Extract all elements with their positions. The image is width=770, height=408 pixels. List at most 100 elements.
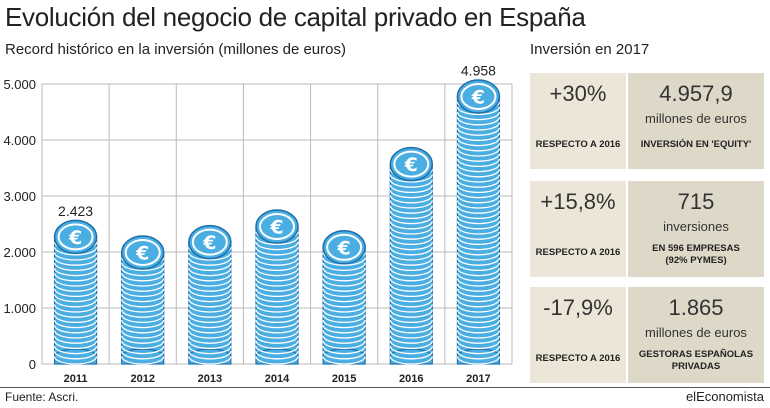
coin-edge <box>53 278 98 287</box>
coin-edge <box>456 356 501 365</box>
coin-edge <box>456 205 501 214</box>
page-title: Evolución del negocio de capital privado… <box>5 2 586 32</box>
coin-edge <box>456 158 501 168</box>
x-tick-label: 2012 <box>130 373 154 385</box>
stat-description-line2: PRIVADAS <box>671 361 721 372</box>
coin-stack-2016: € <box>389 146 434 365</box>
coin-edge <box>188 299 232 308</box>
coin-edge <box>255 335 299 344</box>
coin-edge <box>53 319 98 329</box>
x-tick-label: 2015 <box>332 373 356 385</box>
coin-edge <box>456 195 501 204</box>
coin-edge <box>456 236 501 246</box>
coin-edge <box>456 174 501 183</box>
stat-change: +30% <box>549 81 607 106</box>
coin-edge <box>188 330 232 339</box>
coin-edge <box>389 189 433 199</box>
coin-edge <box>322 267 366 277</box>
publisher-brand: elEconomista <box>685 389 764 404</box>
stat-value-cell: 1.865 millones de euros GESTORAS ESPAÑOL… <box>628 287 764 383</box>
coin-edge <box>255 319 299 329</box>
coin-edge <box>389 330 433 339</box>
stat-description: EN 596 EMPRESAS (92% PYMES) <box>632 243 760 267</box>
coin-edge <box>456 293 501 303</box>
coin-edge <box>322 288 366 298</box>
coin-edge <box>389 314 433 324</box>
coin-edge <box>255 309 299 318</box>
coin-edge <box>389 205 433 214</box>
coin-edge <box>456 304 501 313</box>
coin-edge <box>322 278 366 287</box>
coin-edge <box>389 195 433 204</box>
coin-edge <box>456 262 501 272</box>
stat-panel-fundraising: -17,9% RESPECTO A 2016 1.865 millones de… <box>530 287 764 383</box>
coin-edge <box>389 174 433 183</box>
coin-edge <box>456 210 501 220</box>
coin-edge <box>255 283 299 292</box>
y-tick-label: 4.000 <box>3 133 36 148</box>
coin-edge <box>389 288 433 298</box>
coin-edge <box>456 106 501 116</box>
stat-value: 715 <box>677 189 715 214</box>
coin-edge <box>121 293 165 303</box>
coin-edge <box>53 288 98 298</box>
coin-edge <box>389 273 433 282</box>
coin-edge <box>322 257 366 266</box>
coin-edge <box>188 335 232 344</box>
coin-edge <box>322 262 366 272</box>
chart-subtitle: Record histórico en la inversión (millon… <box>5 41 346 58</box>
coin-edge <box>53 330 98 339</box>
coin-edge <box>389 278 433 287</box>
coin-edge <box>389 309 433 318</box>
coin-edge <box>188 273 232 282</box>
coin-edge <box>255 288 299 298</box>
coin-edge <box>53 345 98 355</box>
coin-edge <box>322 319 366 329</box>
coin-edge <box>53 267 98 277</box>
euro-icon: € <box>202 232 216 254</box>
coin-edge <box>322 273 366 282</box>
coin-stack-2013: € <box>188 224 232 365</box>
coin-edge <box>255 273 299 282</box>
coin-edge <box>456 325 501 334</box>
source-note: Fuente: Ascri. <box>5 390 79 404</box>
coin-edge <box>389 226 433 235</box>
coin-edge <box>255 257 299 266</box>
coin-edge <box>456 330 501 339</box>
coin-edge <box>389 283 433 292</box>
coin-edge <box>188 267 232 277</box>
coin-edge <box>121 319 165 329</box>
coin-edge <box>456 122 501 131</box>
coin-edge <box>456 257 501 266</box>
coin-edge <box>322 351 366 360</box>
coin-edge <box>389 304 433 313</box>
coin-edge <box>389 236 433 246</box>
coin-edge <box>456 117 501 126</box>
coin-top-ring <box>191 228 228 256</box>
coin-edge <box>121 283 165 292</box>
coin-edge <box>53 309 98 318</box>
coin-edge <box>188 262 232 272</box>
coin-edge <box>389 293 433 303</box>
stat-value-cell: 715 inversiones EN 596 EMPRESAS (92% PYM… <box>628 181 764 277</box>
coin-stacks: € € € € € € € <box>53 79 501 365</box>
coin-top-face <box>322 230 366 265</box>
coin-edge <box>389 184 433 194</box>
coin-edge <box>389 247 433 256</box>
coin-edge <box>389 231 433 240</box>
coin-edge <box>456 163 501 173</box>
stat-change: -17,9% <box>543 295 613 320</box>
coin-edge <box>121 267 165 277</box>
coin-edge <box>255 351 299 360</box>
x-tick-label: 2011 <box>64 373 88 385</box>
coin-edge <box>255 356 299 365</box>
coin-edge <box>456 267 501 277</box>
y-tick-label: 5.000 <box>3 77 36 92</box>
coin-edge <box>322 340 366 350</box>
coin-edge <box>322 299 366 308</box>
coin-edge <box>456 241 501 251</box>
coin-top-face <box>456 79 501 114</box>
coin-top-face <box>188 224 232 260</box>
coin-edge <box>121 356 165 365</box>
